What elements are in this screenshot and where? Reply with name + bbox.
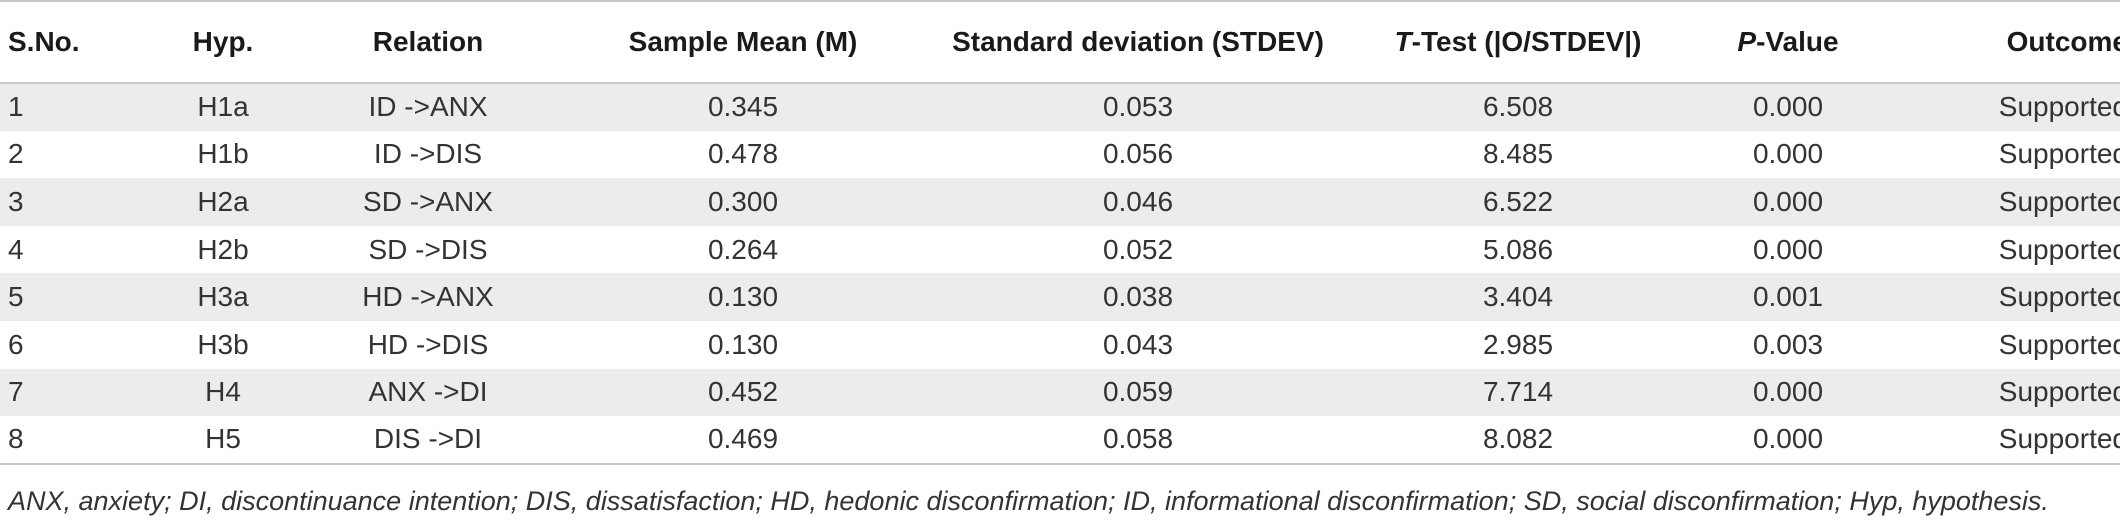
cell-relation: ID ->ANX (368, 91, 488, 123)
table-header: S.No. Hyp. Relation Sample Mean (M) Stan… (0, 0, 2120, 84)
cell-hyp: H1b (197, 138, 249, 170)
cell-relation: SD ->ANX (363, 185, 493, 217)
cell-hyp: H4 (205, 376, 241, 408)
cell-sno: 6 (8, 328, 24, 360)
cell-sno: 1 (8, 91, 24, 123)
cell-outcome: Supported (1998, 91, 2120, 123)
cell-relation: ID ->DIS (373, 138, 483, 170)
cell-t: 8.485 (1482, 138, 1554, 170)
cell-p: 0.003 (1752, 328, 1824, 360)
cell-sno: 5 (8, 281, 24, 313)
table-row: 2 H1b ID ->DIS 0.478 0.056 8.485 0.000 S… (0, 130, 2120, 179)
cell-mean: 0.452 (707, 376, 779, 408)
header-relation: Relation (308, 0, 548, 84)
cell-relation: SD ->DIS (368, 233, 488, 265)
cell-relation: DIS ->DI (308, 416, 548, 465)
header-row: S.No. Hyp. Relation Sample Mean (M) Stan… (0, 0, 2120, 84)
header-hyp: Hyp. (138, 0, 308, 84)
cell-mean: 0.478 (707, 138, 779, 170)
cell-t: 5.086 (1482, 233, 1554, 265)
cell-t: 2.985 (1482, 328, 1554, 360)
cell-outcome: Supported (1998, 185, 2120, 217)
table-row: 1 H1a ID ->ANX 0.345 0.053 6.508 0.000 S… (0, 83, 2120, 131)
cell-t: 7.714 (1482, 376, 1554, 408)
table-footnote: ANX, anxiety; DI, discontinuance intenti… (8, 486, 2049, 516)
header-p-rest: -Value (1756, 26, 1839, 57)
cell-outcome: Supported (1998, 138, 2120, 170)
header-sample-mean: Sample Mean (M) (548, 0, 938, 84)
header-p-value: P-Value (1698, 0, 1878, 84)
cell-sd: 0.059 (1102, 376, 1174, 408)
cell-hyp: H2b (197, 233, 249, 265)
cell-mean: 0.130 (707, 328, 779, 360)
cell-t: 6.522 (1482, 185, 1554, 217)
cell-sno: 8 (0, 416, 138, 465)
cell-sno: 7 (8, 376, 24, 408)
cell-p: 0.001 (1752, 281, 1824, 313)
header-p-italic: P (1737, 26, 1757, 57)
cell-outcome: Supported (1998, 281, 2120, 313)
cell-sd: 0.043 (1102, 328, 1174, 360)
cell-sd: 0.056 (1102, 138, 1174, 170)
cell-hyp: H1a (197, 91, 249, 123)
header-t-test: T-Test (|O/STDEV|) (1338, 0, 1698, 84)
header-sno: S.No. (0, 0, 138, 84)
table-body: 1 H1a ID ->ANX 0.345 0.053 6.508 0.000 S… (0, 83, 2120, 465)
header-t-italic: T (1394, 26, 1412, 57)
cell-mean: 0.300 (707, 185, 779, 217)
cell-hyp: H3a (197, 281, 249, 313)
table-row: 5 H3a HD ->ANX 0.130 0.038 3.404 0.001 S… (0, 273, 2120, 321)
cell-t: 3.404 (1482, 281, 1554, 313)
cell-p: 0.000 (1752, 185, 1824, 217)
cell-p: 0.000 (1752, 233, 1824, 265)
cell-sd: 0.038 (1102, 281, 1174, 313)
cell-t: 6.508 (1482, 91, 1554, 123)
cell-outcome: Supported (1878, 416, 2120, 465)
table-row: 4 H2b SD ->DIS 0.264 0.052 5.086 0.000 S… (0, 225, 2120, 274)
cell-sno: 4 (8, 233, 24, 265)
table-row: 8 H5 DIS ->DI 0.469 0.058 8.082 0.000 Su… (0, 416, 2120, 465)
cell-hyp: H2a (197, 185, 249, 217)
table-row: 6 H3b HD ->DIS 0.130 0.043 2.985 0.003 S… (0, 320, 2120, 369)
cell-relation: HD ->DIS (367, 328, 489, 360)
cell-outcome: Supported (1998, 376, 2120, 408)
cell-p: 0.000 (1752, 138, 1824, 170)
cell-p: 0.000 (1752, 91, 1824, 123)
cell-mean: 0.130 (707, 281, 779, 313)
cell-hyp: H5 (138, 416, 308, 465)
cell-outcome: Supported (1998, 233, 2120, 265)
table-row: 7 H4 ANX ->DI 0.452 0.059 7.714 0.000 Su… (0, 368, 2120, 417)
cell-sd: 0.052 (1102, 233, 1174, 265)
cell-hyp: H3b (197, 328, 249, 360)
cell-sno: 3 (8, 185, 24, 217)
header-standard-deviation: Standard deviation (STDEV) (938, 0, 1338, 84)
cell-p: 0.000 (1752, 376, 1824, 408)
cell-sd: 0.053 (1102, 91, 1174, 123)
cell-sd: 0.046 (1102, 185, 1174, 217)
cell-mean: 0.264 (707, 233, 779, 265)
cell-relation: HD ->ANX (362, 281, 494, 313)
header-outcome: Outcome (1878, 0, 2120, 84)
cell-p: 0.000 (1698, 416, 1878, 465)
header-t-rest: -Test (|O/STDEV|) (1411, 26, 1642, 57)
cell-relation: ANX ->DI (368, 376, 488, 408)
table-row: 3 H2a SD ->ANX 0.300 0.046 6.522 0.000 S… (0, 178, 2120, 226)
cell-mean: 0.345 (707, 91, 779, 123)
cell-sno: 2 (8, 138, 24, 170)
cell-sd: 0.058 (938, 416, 1338, 465)
hypothesis-results-table: S.No. Hyp. Relation Sample Mean (M) Stan… (0, 0, 2120, 465)
cell-outcome: Supported (1998, 328, 2120, 360)
cell-t: 8.082 (1338, 416, 1698, 465)
cell-mean: 0.469 (548, 416, 938, 465)
